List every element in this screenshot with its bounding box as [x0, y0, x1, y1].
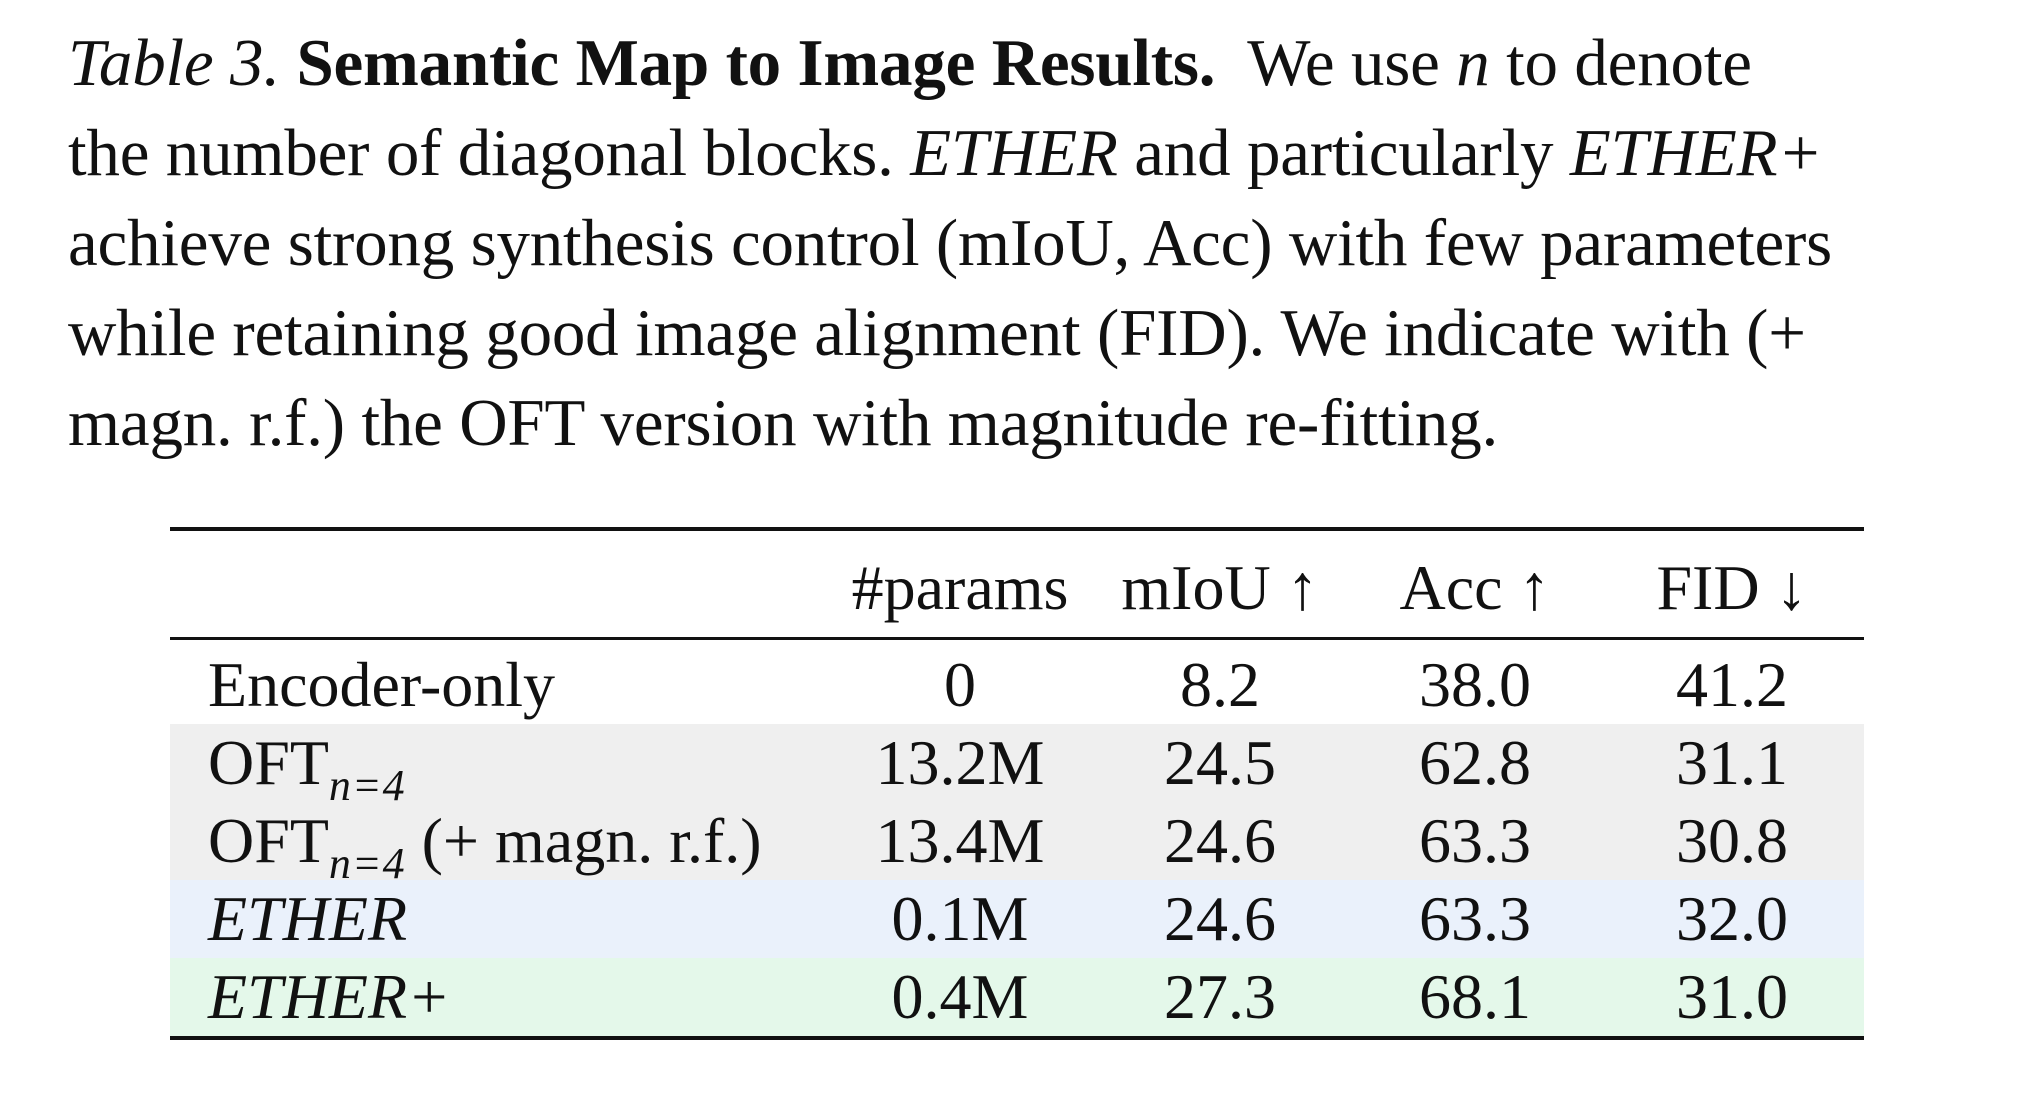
miou-cell: 24.6: [1090, 802, 1350, 880]
acc-cell: 62.8: [1350, 724, 1600, 802]
caption-line-4: while retaining good image alignment (FI…: [68, 296, 1806, 370]
acc-cell-best: 68.1: [1350, 958, 1600, 1036]
acc-cell: 63.3: [1350, 880, 1600, 958]
params-cell: 0.1M: [830, 880, 1090, 958]
miou-cell: 24.6: [1090, 880, 1350, 958]
header-acc: Acc ↑: [1399, 552, 1551, 623]
table-top-rule: [170, 527, 1864, 531]
caption-text: We use: [1247, 26, 1457, 100]
header-params: #params: [851, 552, 1069, 623]
table-caption: Table 3. Semantic Map to Image Results. …: [68, 18, 2013, 468]
table-row: ETHER 0.1M 24.6 63.3 32.0: [170, 880, 1864, 958]
table-mid-rule: [170, 637, 1864, 640]
method-name: ETHER: [170, 880, 830, 958]
table-bottom-rule: [170, 1036, 1864, 1040]
caption-text: to denote: [1489, 26, 1752, 100]
caption-label: Table 3.: [68, 26, 280, 100]
method-name: ETHER+: [170, 958, 830, 1036]
method-label: ETHER: [208, 883, 408, 954]
results-body: Encoder-only 0 8.2 38.0 41.2 OFTn=4 13.2…: [170, 640, 1864, 1036]
miou-cell-best: 27.3: [1090, 958, 1350, 1036]
method-subscript: n=4: [328, 761, 406, 810]
table-row: ETHER+ 0.4M 27.3 68.1 31.0: [170, 958, 1864, 1036]
caption-method-name: ETHER+: [1569, 116, 1823, 190]
results-grid: #params mIoU ↑ Acc ↑ FID ↓: [170, 531, 1864, 637]
fid-cell-best: 30.8: [1600, 802, 1864, 880]
caption-line-1: Table 3. Semantic Map to Image Results. …: [68, 18, 2013, 108]
method-suffix: (+ magn. r.f.): [405, 805, 762, 876]
fid-cell: 31.1: [1600, 724, 1864, 802]
method-label: OFT: [208, 727, 329, 798]
method-subscript: n=4: [328, 839, 406, 888]
caption-text: and particularly: [1117, 116, 1570, 190]
method-name: OFTn=4: [170, 724, 830, 810]
miou-cell: 24.5: [1090, 724, 1350, 802]
fid-cell: 41.2: [1676, 649, 1788, 720]
method-name: Encoder-only: [170, 640, 830, 724]
method-name: OFTn=4 (+ magn. r.f.): [170, 802, 830, 888]
method-label: OFT: [208, 805, 329, 876]
caption-method-name: ETHER: [910, 116, 1118, 190]
miou-cell: 8.2: [1180, 649, 1260, 720]
method-label: ETHER+: [208, 961, 451, 1032]
table-row: OFTn=4 (+ magn. r.f.) 13.4M 24.6 63.3 30…: [170, 802, 1864, 888]
fid-cell: 31.0: [1600, 958, 1864, 1036]
params-cell: 0.4M: [830, 958, 1090, 1036]
caption-text: the number of diagonal blocks.: [68, 116, 911, 190]
acc-cell: 38.0: [1419, 649, 1531, 720]
results-table: #params mIoU ↑ Acc ↑ FID ↓ Encoder-only …: [170, 527, 1864, 1040]
header-fid: FID ↓: [1656, 552, 1808, 623]
params-cell: 13.4M: [830, 802, 1090, 880]
fid-cell: 32.0: [1600, 880, 1864, 958]
params-cell: 0: [944, 649, 976, 720]
caption-variable: n: [1456, 26, 1490, 100]
caption-line-2: the number of diagonal blocks. ETHER and…: [68, 108, 2013, 198]
header-miou: mIoU ↑: [1121, 552, 1319, 623]
caption-title: Semantic Map to Image Results.: [296, 26, 1216, 100]
table-header-row: #params mIoU ↑ Acc ↑ FID ↓: [170, 531, 1864, 637]
header-method: [170, 531, 830, 637]
table-row: Encoder-only 0 8.2 38.0 41.2: [170, 640, 1864, 724]
acc-cell: 63.3: [1350, 802, 1600, 880]
params-cell: 13.2M: [830, 724, 1090, 802]
table-row: OFTn=4 13.2M 24.5 62.8 31.1: [170, 724, 1864, 810]
method-label: Encoder-only: [208, 649, 556, 720]
caption-line-5: magn. r.f.) the OFT version with magnitu…: [68, 386, 1499, 460]
caption-line-3: achieve strong synthesis control (mIoU, …: [68, 206, 1833, 280]
